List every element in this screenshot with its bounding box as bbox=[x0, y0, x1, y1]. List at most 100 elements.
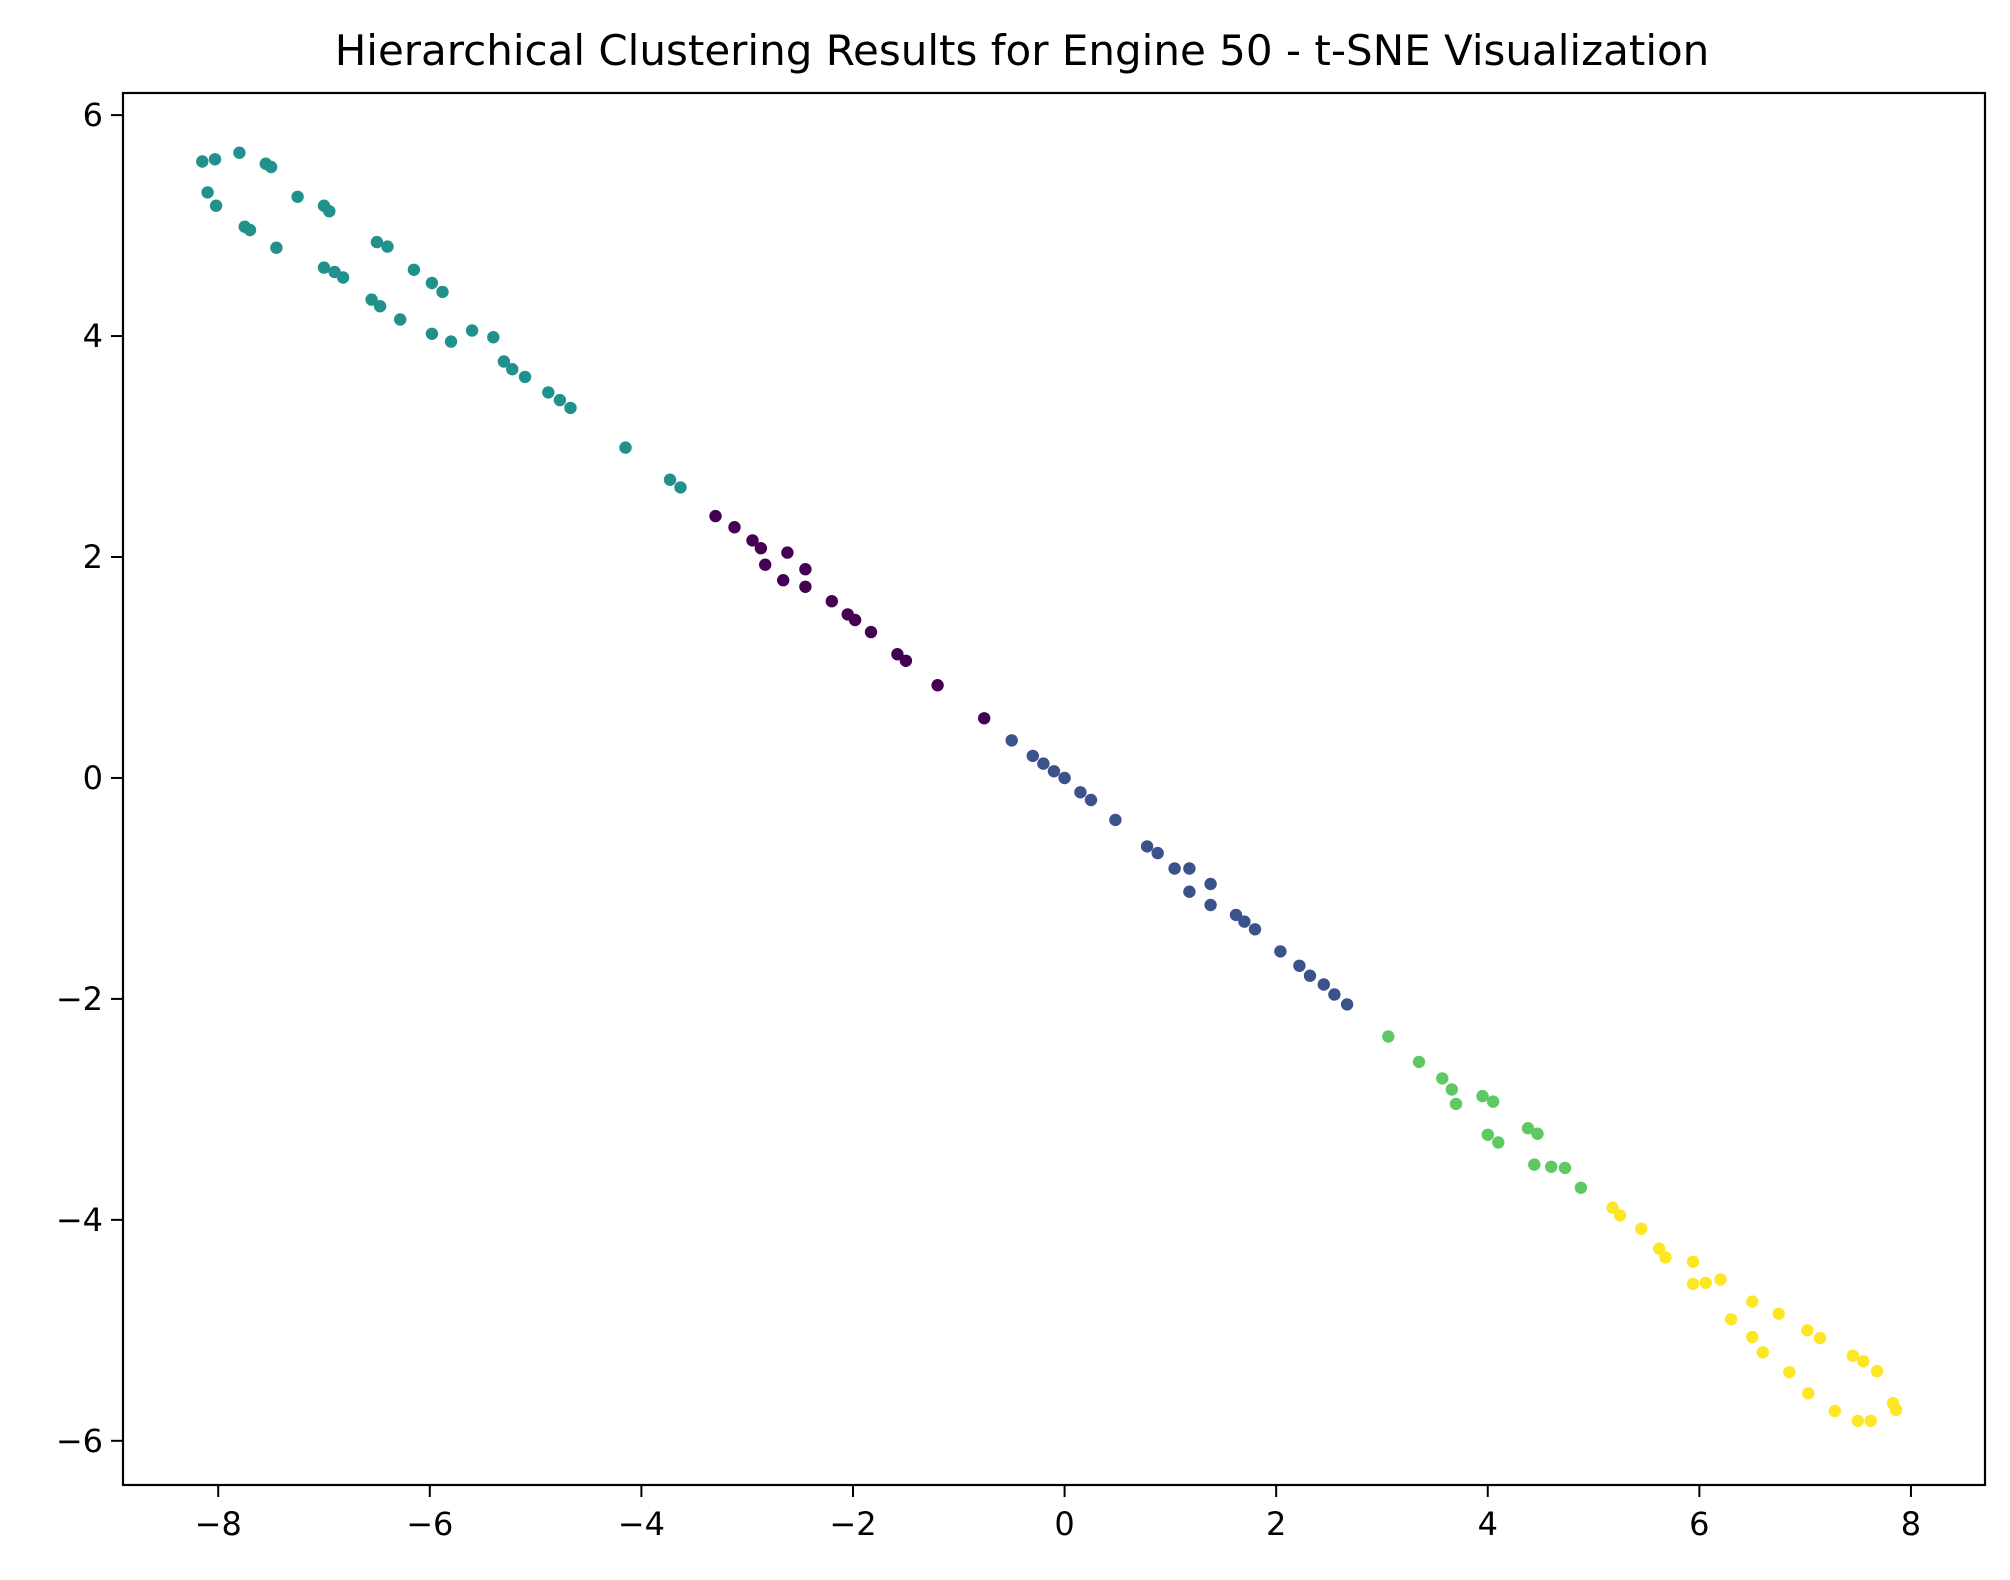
scatter-point bbox=[1084, 793, 1098, 807]
scatter-point bbox=[1846, 1349, 1860, 1362]
scatter-point bbox=[931, 679, 944, 692]
x-tick-label: 0 bbox=[1054, 1505, 1074, 1543]
scatter-point bbox=[1168, 862, 1181, 875]
scatter-point bbox=[1183, 885, 1196, 898]
y-tick-label: 6 bbox=[83, 96, 103, 134]
scatter-point bbox=[1756, 1346, 1770, 1359]
scatter-point bbox=[323, 205, 336, 218]
scatter-point bbox=[1382, 1030, 1395, 1043]
scatter-point bbox=[1328, 988, 1341, 1001]
scatter-point bbox=[1476, 1089, 1489, 1103]
scatter-point bbox=[1746, 1330, 1759, 1344]
scatter-point bbox=[407, 263, 421, 276]
scatter-point bbox=[1851, 1414, 1865, 1428]
scatter-point bbox=[1340, 998, 1354, 1011]
scatter-point bbox=[754, 542, 768, 555]
scatter-point bbox=[1492, 1136, 1505, 1149]
scatter-point bbox=[1481, 1128, 1495, 1142]
scatter-point bbox=[487, 331, 500, 344]
scatter-point bbox=[799, 580, 812, 593]
scatter-point bbox=[317, 261, 331, 274]
scatter-point bbox=[848, 613, 862, 627]
scatter-point bbox=[1528, 1158, 1541, 1171]
scatter-point bbox=[1813, 1331, 1827, 1345]
scatter-point bbox=[1248, 923, 1262, 936]
scatter-point bbox=[1317, 978, 1331, 991]
scatter-point bbox=[1606, 1201, 1619, 1214]
scatter-point bbox=[1204, 898, 1217, 912]
scatter-point bbox=[1635, 1222, 1648, 1235]
scatter-point bbox=[394, 313, 407, 326]
scatter-point bbox=[1659, 1251, 1672, 1264]
y-axis-ticks: −6 −4 −2 0 2 4 6 bbox=[56, 96, 123, 1460]
scatter-point bbox=[891, 648, 904, 661]
scatter-point bbox=[1686, 1255, 1700, 1269]
scatter-point bbox=[1238, 915, 1251, 928]
scatter-point bbox=[373, 300, 387, 313]
scatter-point bbox=[777, 574, 790, 587]
scatter-point bbox=[1074, 786, 1087, 799]
scatter-point bbox=[728, 521, 741, 534]
y-tick-label: −6 bbox=[56, 1422, 103, 1460]
scatter-point bbox=[381, 240, 394, 253]
y-tick-label: 0 bbox=[83, 759, 103, 797]
scatter-point bbox=[1783, 1366, 1796, 1379]
scatter-point bbox=[1486, 1095, 1500, 1108]
scatter-point bbox=[674, 481, 687, 494]
scatter-point bbox=[209, 199, 223, 212]
scatter-point bbox=[336, 271, 350, 284]
scatter-point bbox=[201, 186, 214, 199]
scatter-point bbox=[518, 370, 532, 384]
scatter-point bbox=[270, 241, 283, 254]
scatter-point bbox=[899, 654, 913, 667]
y-tick-label: −4 bbox=[56, 1201, 103, 1239]
scatter-point bbox=[243, 223, 257, 237]
scatter-point bbox=[365, 293, 378, 306]
scatter-point bbox=[1857, 1355, 1870, 1368]
scatter-point bbox=[1005, 734, 1018, 747]
scatter-point bbox=[542, 386, 555, 399]
scatter-point bbox=[1303, 969, 1317, 982]
scatter-point bbox=[1293, 959, 1306, 972]
scatter-point bbox=[1047, 765, 1061, 778]
scatter-point bbox=[1412, 1055, 1426, 1069]
x-axis-ticks: −8 −6 −4 −2 0 2 4 6 8 bbox=[195, 1485, 1921, 1543]
x-tick-label: 4 bbox=[1478, 1505, 1498, 1543]
plot-frame bbox=[121, 91, 1987, 1487]
scatter-point bbox=[465, 324, 479, 337]
scatter-point bbox=[799, 563, 812, 576]
scatter-point bbox=[663, 473, 677, 486]
scatter-point bbox=[370, 235, 384, 249]
scatter-point bbox=[1801, 1324, 1814, 1337]
scatter-point bbox=[759, 558, 772, 571]
scatter-point bbox=[1870, 1365, 1884, 1378]
scatter-point bbox=[1026, 749, 1040, 763]
scatter-point bbox=[1545, 1160, 1558, 1174]
scatter-point bbox=[619, 441, 632, 454]
scatter-point bbox=[564, 401, 577, 415]
scatter-point bbox=[864, 625, 878, 639]
scatter-point bbox=[1746, 1295, 1759, 1308]
scatter-point bbox=[208, 153, 222, 166]
x-tick-label: −4 bbox=[618, 1505, 665, 1543]
scatter-point bbox=[291, 190, 304, 203]
scatter-point bbox=[1574, 1181, 1588, 1195]
scatter-point bbox=[1652, 1242, 1666, 1255]
scatter-point bbox=[506, 363, 519, 376]
scatter-point bbox=[781, 546, 794, 559]
scatter-point bbox=[1724, 1313, 1738, 1326]
scatter-point bbox=[264, 160, 278, 174]
scatter-point bbox=[1058, 771, 1071, 785]
x-tick-label: −6 bbox=[406, 1505, 453, 1543]
scatter-point bbox=[825, 595, 838, 608]
y-tick-label: −2 bbox=[56, 980, 103, 1018]
scatter-point bbox=[436, 285, 449, 299]
scatter-point bbox=[553, 393, 567, 407]
y-tick-label: 2 bbox=[83, 538, 103, 576]
scatter-point bbox=[1531, 1127, 1544, 1140]
x-tick-label: 2 bbox=[1266, 1505, 1286, 1543]
x-tick-label: 6 bbox=[1689, 1505, 1709, 1543]
scatter-point bbox=[978, 712, 991, 725]
scatter-point bbox=[233, 146, 246, 159]
